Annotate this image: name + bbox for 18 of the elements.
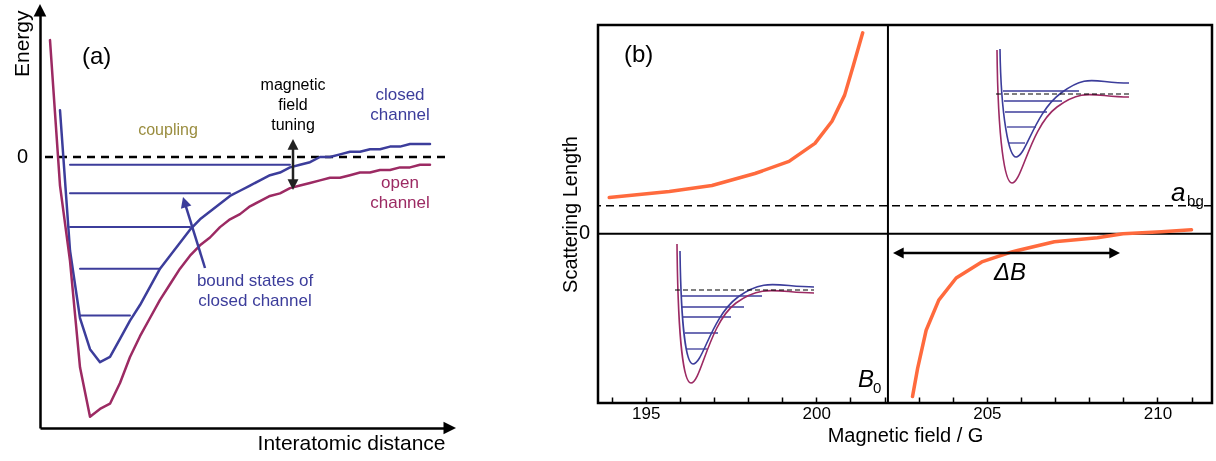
annotation: coupling [138, 121, 198, 138]
ref-line-label: 0 [16, 145, 28, 167]
x-tick-label: 210 [1143, 403, 1173, 423]
y-axis-title: Scattering Length [558, 136, 581, 293]
x-tick-label: 195 [632, 403, 661, 423]
y-axis-title: Energy [9, 10, 33, 78]
x-tick-label: 200 [802, 403, 831, 423]
ref-line-label: 0 [578, 221, 590, 243]
x-axis-title: Interatomic distance [257, 430, 446, 454]
annotation: bound states of closed channel [196, 271, 314, 310]
series-label: closed channel [370, 85, 430, 125]
series-label: open channel [370, 172, 430, 212]
chart-title: (a) [82, 42, 112, 69]
x-axis-title: Magnetic field / G [827, 423, 984, 446]
x-tick-label: 205 [973, 403, 1002, 423]
annotation: ΔB [992, 258, 1027, 285]
annotation: magnetic field tuning [260, 76, 326, 133]
chart-title: (b) [624, 40, 654, 67]
